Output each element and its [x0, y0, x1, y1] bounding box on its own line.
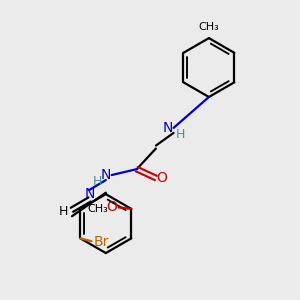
Text: Br: Br [94, 235, 109, 249]
Text: CH₃: CH₃ [199, 22, 219, 32]
Text: N: N [85, 187, 95, 201]
Text: CH₃: CH₃ [88, 204, 108, 214]
Text: O: O [156, 171, 167, 185]
Text: N: N [100, 168, 111, 182]
Text: H: H [59, 205, 68, 218]
Text: O: O [106, 200, 117, 214]
Text: H: H [93, 175, 103, 188]
Text: N: N [163, 121, 173, 135]
Text: H: H [175, 128, 185, 141]
